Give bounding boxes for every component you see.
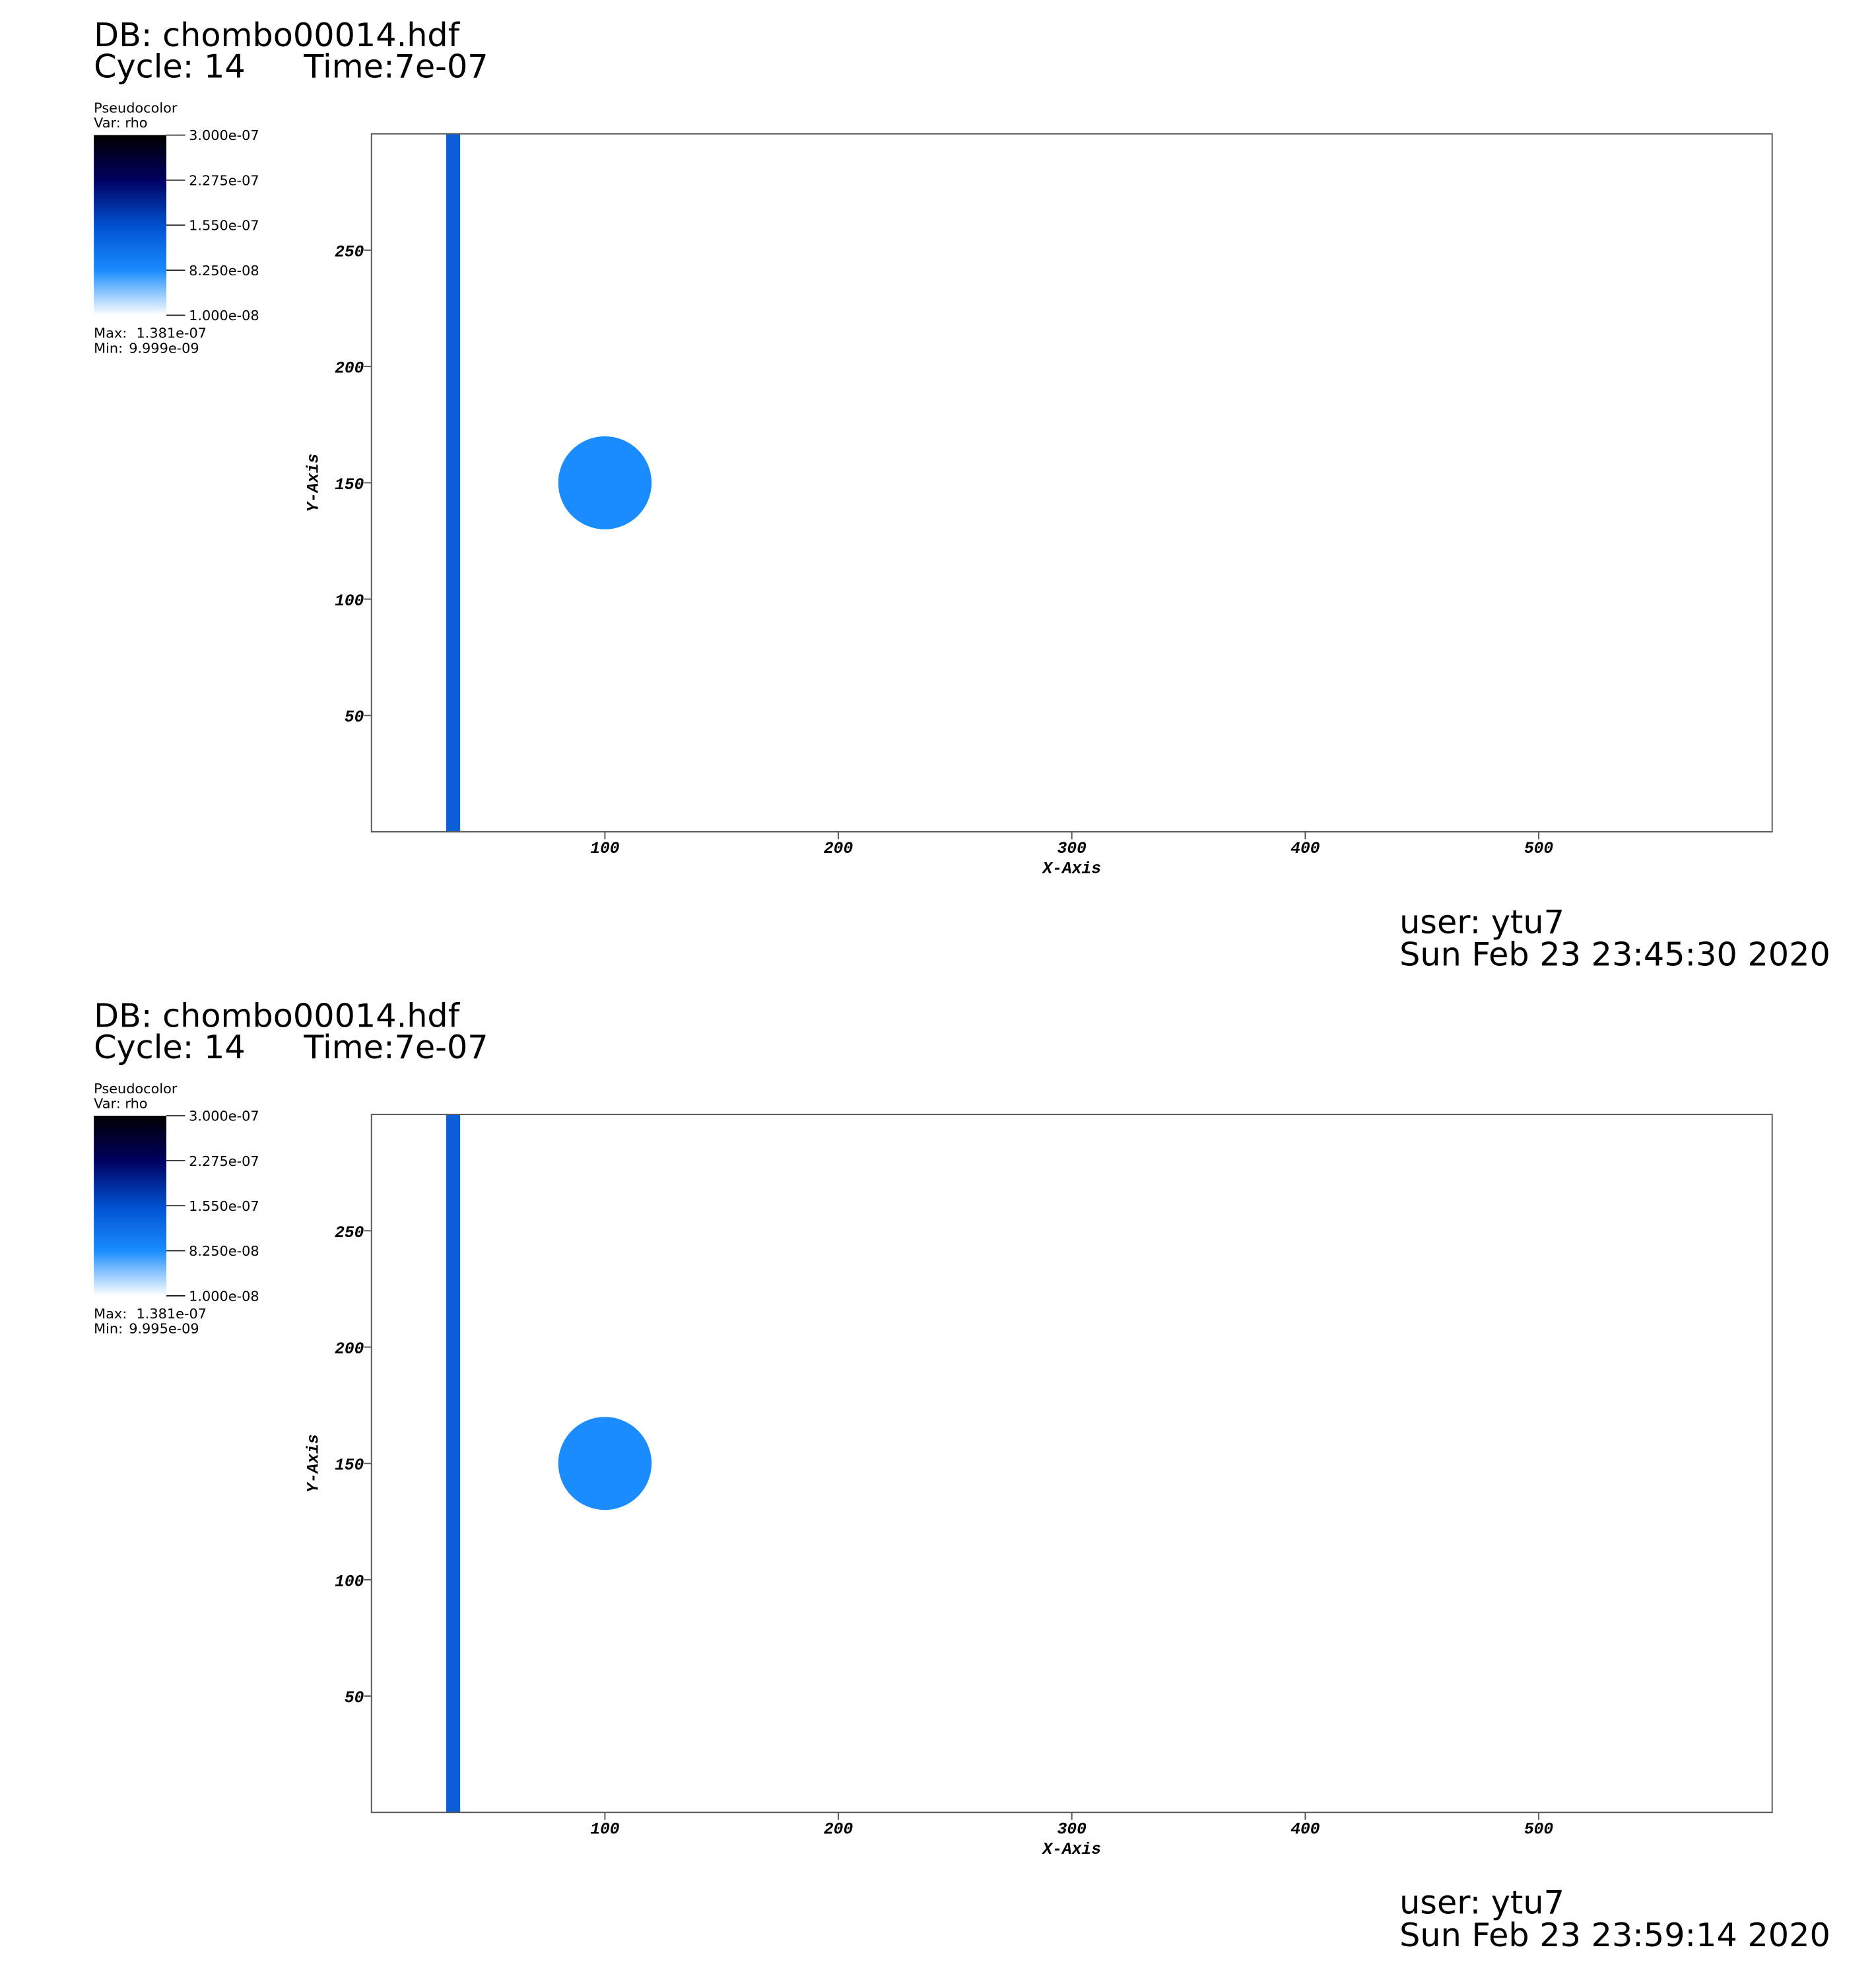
x-tick-label: 300 [1057,840,1087,858]
band [446,133,461,832]
x-tick-label: 500 [1524,1821,1554,1839]
colorbar [94,1115,167,1296]
colorbar-tick-label: 3.000e-07 [189,1108,259,1124]
y-tick-label: 150 [335,477,364,494]
date: Sun Feb 23 23:45:30 2020 [1399,935,1830,974]
colorbar-tick-label: 1.000e-08 [189,308,259,323]
x-tick-label: 300 [1057,1821,1087,1839]
variable: Var: rho [94,1096,147,1112]
plot-area [446,133,652,832]
disc [558,436,652,529]
colorbar-tick-label: 2.275e-07 [189,1153,259,1169]
x-tick-label: 100 [590,1821,620,1839]
variable: Var: rho [94,115,147,131]
x-tick-label: 500 [1524,840,1554,858]
colorbar [94,135,167,316]
max-value: 1.381e-07 [137,1306,207,1322]
x-tick-label: 400 [1290,1821,1320,1839]
y-axis-title: Y-Axis [305,454,323,512]
x-tick-label: 400 [1290,840,1320,858]
min-value: 9.995e-09 [129,1321,199,1337]
user: user: ytu7 [1399,902,1564,941]
colorbar-tick-label: 8.250e-08 [189,263,259,279]
date: Sun Feb 23 23:59:14 2020 [1399,1916,1830,1954]
plot-area [446,1114,652,1813]
cycle: Cycle: 14 [94,47,246,85]
y-tick-label: 200 [335,1341,364,1359]
database: DB: chombo00014.hdf [94,16,461,54]
y-tick-label: 200 [335,360,364,378]
y-tick-label: 100 [335,1573,364,1591]
x-tick-label: 200 [824,1821,854,1839]
colorbar-tick-label: 8.250e-08 [189,1243,259,1259]
colorbar-tick-label: 3.000e-07 [189,127,259,143]
x-tick-label: 200 [824,840,854,858]
cycle: Cycle: 14 [94,1028,246,1066]
y-tick-label: 250 [335,1225,364,1242]
y-tick-label: 150 [335,1457,364,1475]
max-value: 1.381e-07 [137,325,207,341]
y-tick-label: 50 [345,709,364,727]
min-label: Min: [94,1321,123,1337]
plot-name: Pseudocolor [94,1081,178,1097]
user: user: ytu7 [1399,1884,1564,1922]
min-value: 9.999e-09 [129,340,199,356]
time: Time:7e-07 [303,1028,488,1066]
y-tick-label: 100 [335,593,364,611]
x-tick-label: 100 [590,840,620,858]
colorbar-tick-label: 1.550e-07 [189,1198,259,1214]
plot-name: Pseudocolor [94,100,178,116]
max-label: Max: [94,325,127,341]
colorbar-tick-label: 2.275e-07 [189,172,259,188]
min-label: Min: [94,340,123,356]
database: DB: chombo00014.hdf [94,996,461,1035]
max-label: Max: [94,1306,127,1322]
time: Time:7e-07 [303,47,488,85]
x-axis-title: X-Axis [1041,860,1101,878]
x-axis-title: X-Axis [1041,1841,1101,1859]
colorbar-tick-label: 1.550e-07 [189,218,259,234]
colorbar-tick-label: 1.000e-08 [189,1288,259,1304]
disc [558,1417,652,1511]
band [446,1114,461,1813]
y-axis-title: Y-Axis [305,1434,323,1493]
y-tick-label: 250 [335,244,364,261]
y-tick-label: 50 [345,1690,364,1708]
